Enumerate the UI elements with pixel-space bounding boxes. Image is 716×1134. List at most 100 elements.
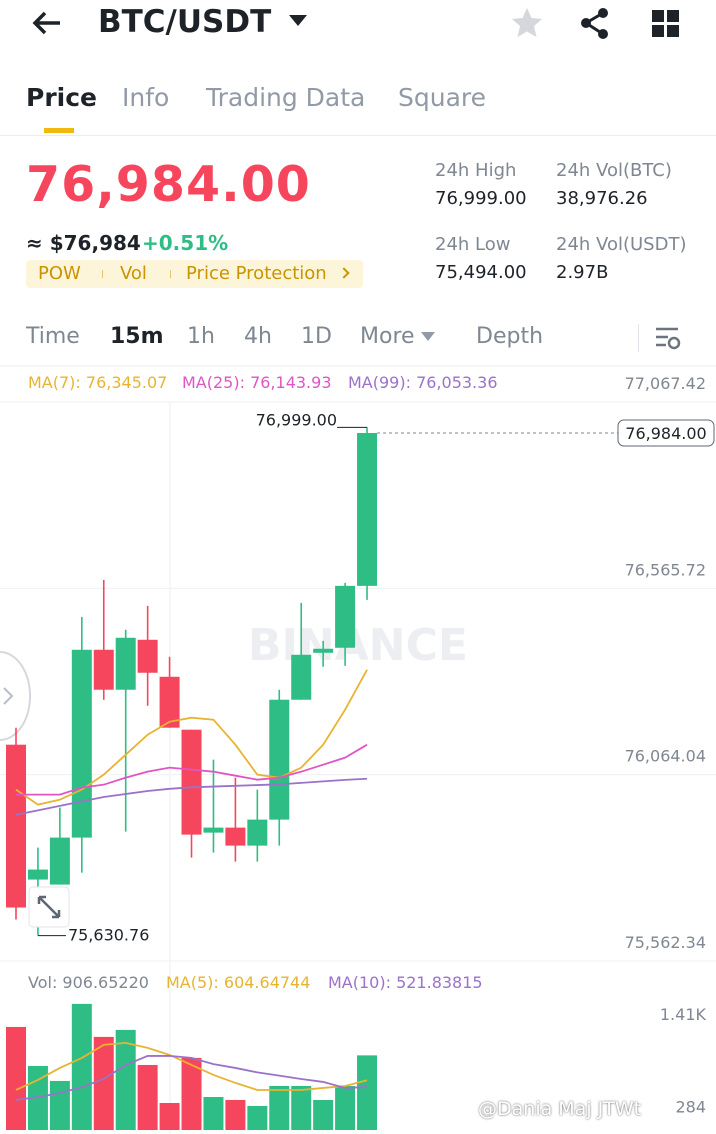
ma-line [15, 1042, 368, 1091]
tag-separator [102, 270, 103, 278]
expand-button[interactable] [28, 886, 70, 928]
volume-bar [313, 1099, 334, 1130]
tag-separator [170, 270, 171, 278]
interval[interactable]: 4h [244, 324, 272, 349]
candle-body [27, 869, 48, 880]
candle-body [313, 648, 334, 653]
grid-icon[interactable] [651, 9, 681, 39]
legend-entry: MA(25): 76,143.93 [182, 373, 332, 392]
back-icon[interactable] [30, 8, 64, 38]
candle-body [335, 585, 356, 648]
pair-title[interactable]: BTC/USDT [98, 4, 272, 40]
candle-body [49, 837, 70, 885]
scroll-arrow [3, 687, 14, 705]
legend-entry: MA(5): 604.64744 [166, 973, 310, 992]
candle-body [6, 744, 26, 908]
tag[interactable]: Price Protection [186, 263, 327, 284]
candle-body [247, 819, 268, 846]
volume-bar [225, 1099, 246, 1130]
stat-value: 76,999.00 [435, 188, 527, 209]
volume-bar [137, 1064, 158, 1130]
interval[interactable]: More [360, 324, 415, 349]
y-tick-label: 76,064.04 [625, 747, 706, 766]
separator [638, 324, 639, 352]
volume-bar [115, 1029, 136, 1130]
candle-body [357, 432, 378, 586]
volume-bar [203, 1096, 224, 1130]
candle-body [181, 729, 202, 835]
tag[interactable]: POW [38, 263, 81, 284]
ma-line [15, 1055, 368, 1101]
volume-bar [291, 1085, 312, 1130]
interval[interactable]: 15m [110, 324, 164, 349]
volume-bar [71, 1003, 92, 1130]
stat-value: 75,494.00 [435, 262, 527, 283]
candle-body [203, 827, 224, 833]
y-tick-label: 1.41K [660, 1005, 707, 1024]
tab[interactable]: Trading Data [206, 83, 366, 112]
y-tick-label: 77,067.42 [625, 374, 706, 393]
last-price-tag [617, 419, 715, 447]
stat-label: 24h High [435, 160, 517, 181]
interval[interactable]: Time [26, 324, 80, 349]
candle-body [225, 827, 246, 846]
tab[interactable]: Info [122, 83, 170, 112]
tab[interactable]: Square [398, 83, 487, 112]
legend-entry: MA(7): 76,345.07 [28, 373, 167, 392]
share-icon[interactable] [578, 6, 612, 40]
volume-bar [335, 1085, 356, 1130]
stat-value: 2.97B [556, 262, 609, 283]
last-price: 76,984.00 [26, 156, 311, 213]
y-tick-label: 75,562.34 [625, 933, 706, 952]
ma-line [15, 777, 368, 816]
more-caret[interactable] [420, 331, 436, 343]
volume-bar [247, 1105, 268, 1130]
high-label: 76,999.00 [256, 410, 337, 429]
tag-bar[interactable] [26, 260, 363, 288]
candle-body [115, 637, 136, 690]
volume-bar [49, 1080, 70, 1130]
y-tick-label: 76,565.72 [625, 560, 706, 579]
divider [0, 135, 716, 136]
scroll-handle[interactable] [0, 651, 31, 741]
tab-indicator [44, 128, 74, 133]
dropdown-icon[interactable] [288, 14, 308, 28]
y-tick-label: 284 [675, 1098, 706, 1117]
credit: @Dania Maj JTWt [478, 1098, 642, 1120]
volume-bar [181, 1057, 202, 1130]
usd-price: ≈ $76,984 [26, 231, 141, 255]
volume-bar [357, 1055, 378, 1130]
change: +0.51% [142, 231, 229, 255]
legend-entry: MA(10): 521.83815 [328, 973, 483, 992]
stat-label: 24h Vol(BTC) [556, 160, 672, 181]
interval[interactable]: 1h [187, 324, 215, 349]
tag[interactable]: Vol [120, 263, 147, 284]
stat-label: 24h Vol(USDT) [556, 234, 687, 255]
candle-body [291, 654, 312, 700]
legend-entry: MA(99): 76,053.36 [348, 373, 498, 392]
candle-body [137, 639, 158, 673]
volume-title: Vol: 906.65220 [28, 973, 149, 992]
candle-body [159, 676, 180, 728]
watermark: BINANCE [248, 620, 468, 671]
low-label: 75,630.76 [68, 926, 149, 945]
volume-bar [159, 1103, 180, 1130]
volume-bar [6, 1026, 26, 1130]
ma-line [15, 669, 368, 806]
interval[interactable]: Depth [476, 324, 544, 349]
volume-bar [269, 1085, 290, 1130]
tab[interactable]: Price [26, 83, 97, 112]
stat-label: 24h Low [435, 234, 511, 255]
interval[interactable]: 1D [301, 324, 332, 349]
ma-line [16, 743, 368, 796]
stat-value: 38,976.26 [556, 188, 648, 209]
star-icon[interactable] [510, 6, 544, 40]
candle-body [93, 649, 114, 690]
last-price-label: 76,984.00 [625, 424, 706, 443]
settings-icon[interactable] [654, 326, 682, 350]
candle-body [269, 699, 290, 820]
candle-body [71, 649, 92, 838]
volume-bar [93, 1036, 114, 1130]
